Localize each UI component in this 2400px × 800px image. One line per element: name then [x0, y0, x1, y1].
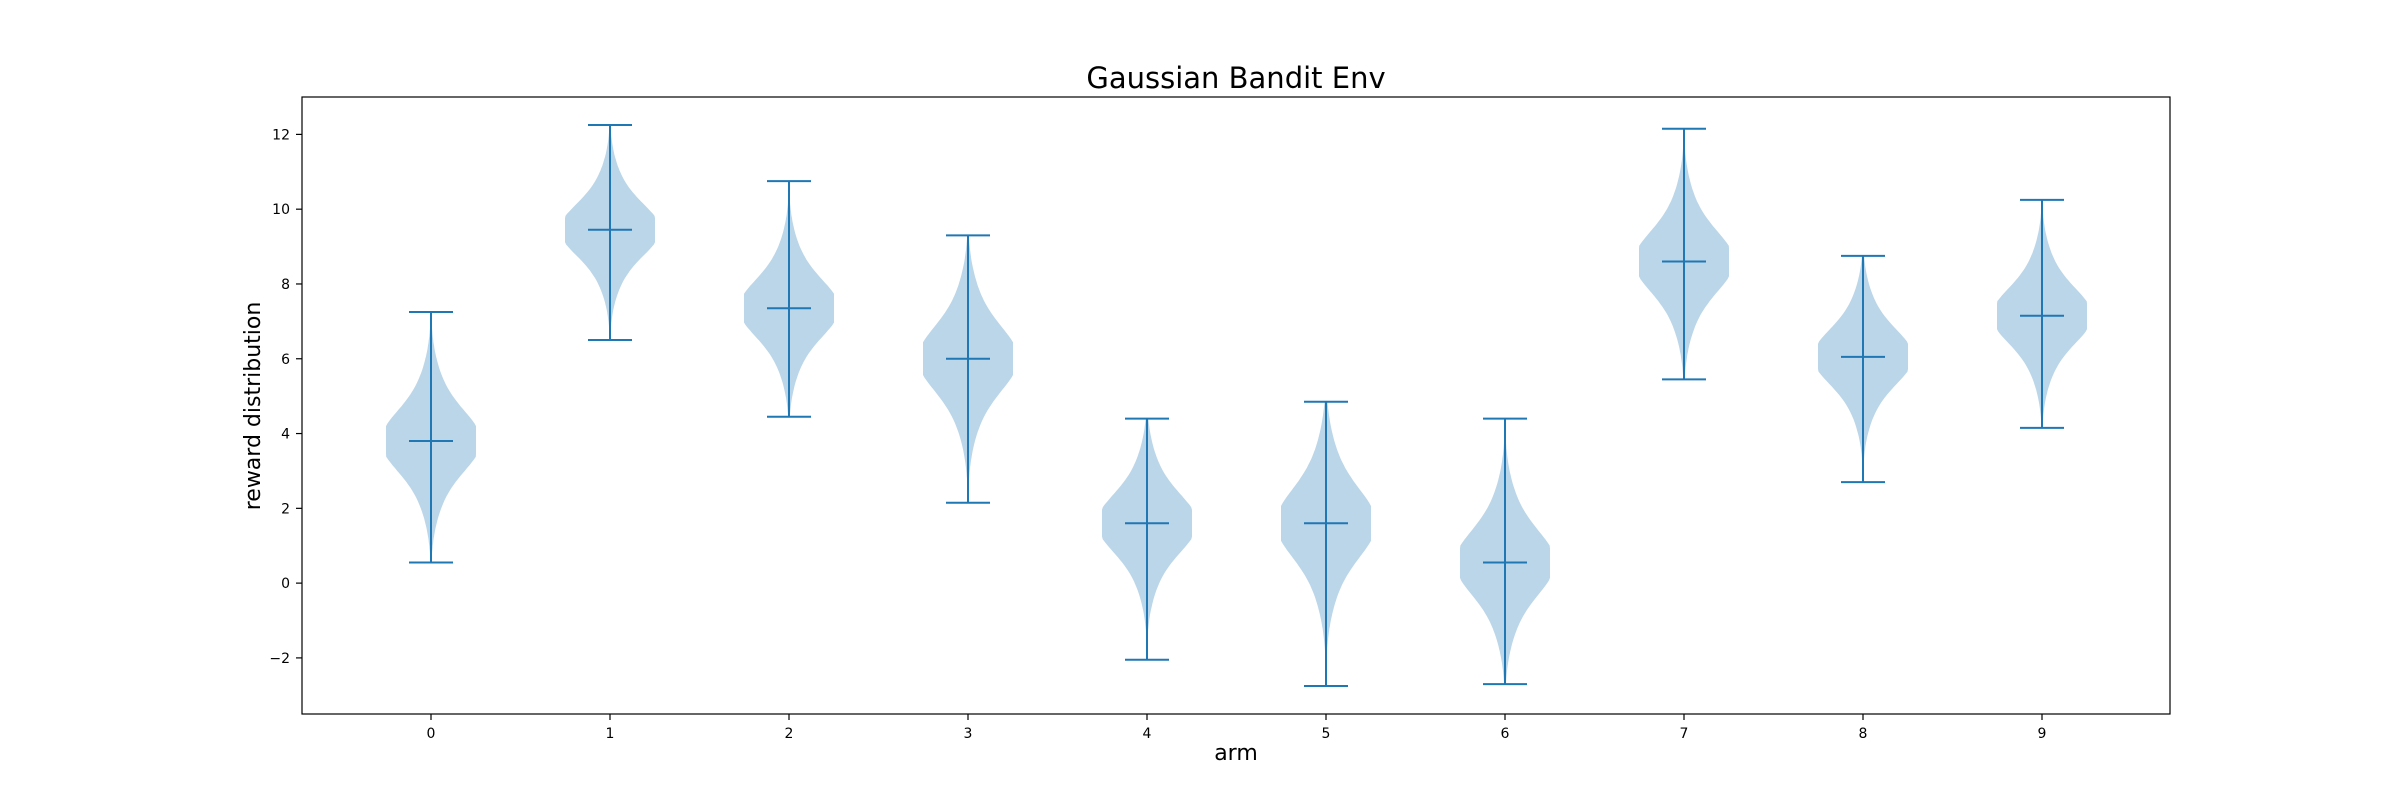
y-tick-label-0: −2 — [269, 651, 290, 667]
x-tick-label-1: 1 — [606, 726, 615, 742]
y-tick-label-5: 8 — [281, 277, 290, 293]
x-tick-label-3: 3 — [964, 726, 973, 742]
y-axis-label: reward distribution — [241, 302, 266, 511]
y-tick-label-1: 0 — [281, 576, 290, 592]
x-tick-label-4: 4 — [1143, 726, 1152, 742]
y-tick-label-7: 12 — [272, 127, 290, 143]
y-axis-ticks: −2 0 2 4 6 8 10 12 — [269, 127, 302, 667]
x-tick-label-8: 8 — [1859, 726, 1868, 742]
y-tick-label-2: 2 — [281, 501, 290, 517]
x-tick-label-0: 0 — [427, 726, 436, 742]
x-tick-label-6: 6 — [1501, 726, 1510, 742]
y-tick-label-3: 4 — [281, 427, 290, 443]
chart-title: Gaussian Bandit Env — [1086, 61, 1385, 95]
x-axis-label: arm — [1214, 741, 1258, 766]
x-tick-label-5: 5 — [1322, 726, 1331, 742]
x-tick-label-7: 7 — [1680, 726, 1689, 742]
y-tick-label-4: 6 — [281, 352, 290, 368]
x-tick-label-9: 9 — [2038, 726, 2047, 742]
y-tick-label-6: 10 — [272, 202, 290, 218]
violins-layer — [386, 124, 2087, 687]
x-tick-label-2: 2 — [785, 726, 794, 742]
plot-frame — [301, 96, 2171, 715]
x-axis-ticks: 0 1 2 3 4 5 6 7 8 9 — [427, 714, 2047, 742]
